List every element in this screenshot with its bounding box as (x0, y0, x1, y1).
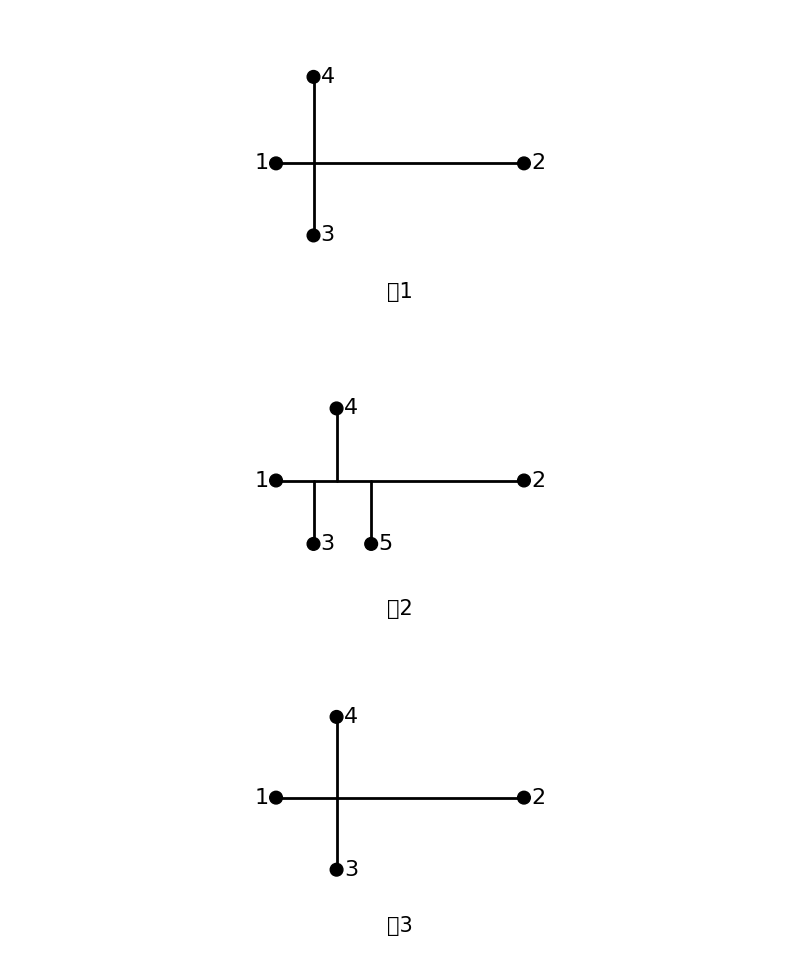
Circle shape (518, 157, 530, 170)
Circle shape (518, 474, 530, 487)
Circle shape (518, 791, 530, 804)
Text: 2: 2 (531, 471, 546, 490)
Circle shape (330, 402, 343, 415)
Text: 图2: 图2 (387, 599, 413, 619)
Circle shape (307, 537, 320, 551)
Circle shape (365, 537, 378, 551)
Text: 5: 5 (378, 534, 393, 554)
Text: 2: 2 (531, 154, 546, 173)
Text: 3: 3 (344, 860, 358, 879)
Circle shape (330, 863, 343, 876)
Text: 1: 1 (254, 154, 269, 173)
Text: 1: 1 (254, 788, 269, 807)
Text: 图3: 图3 (387, 916, 413, 936)
Circle shape (270, 474, 282, 487)
Circle shape (270, 791, 282, 804)
Circle shape (307, 229, 320, 242)
Text: 3: 3 (321, 534, 335, 554)
Text: 3: 3 (321, 226, 335, 245)
Text: 图1: 图1 (387, 282, 413, 302)
Text: 4: 4 (344, 399, 358, 418)
Circle shape (270, 157, 282, 170)
Text: 1: 1 (254, 471, 269, 490)
Text: 4: 4 (321, 67, 335, 86)
Circle shape (330, 710, 343, 724)
Text: 4: 4 (344, 707, 358, 727)
Circle shape (307, 70, 320, 84)
Text: 2: 2 (531, 788, 546, 807)
